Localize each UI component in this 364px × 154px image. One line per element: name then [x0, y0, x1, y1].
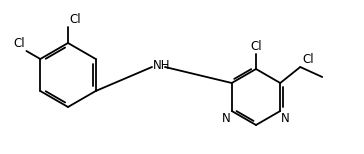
Text: N: N [281, 112, 290, 125]
Text: N: N [222, 112, 231, 125]
Text: Cl: Cl [14, 37, 25, 50]
Text: Cl: Cl [250, 40, 262, 53]
Text: Cl: Cl [69, 13, 80, 26]
Text: NH: NH [153, 59, 170, 71]
Text: Cl: Cl [302, 53, 314, 66]
